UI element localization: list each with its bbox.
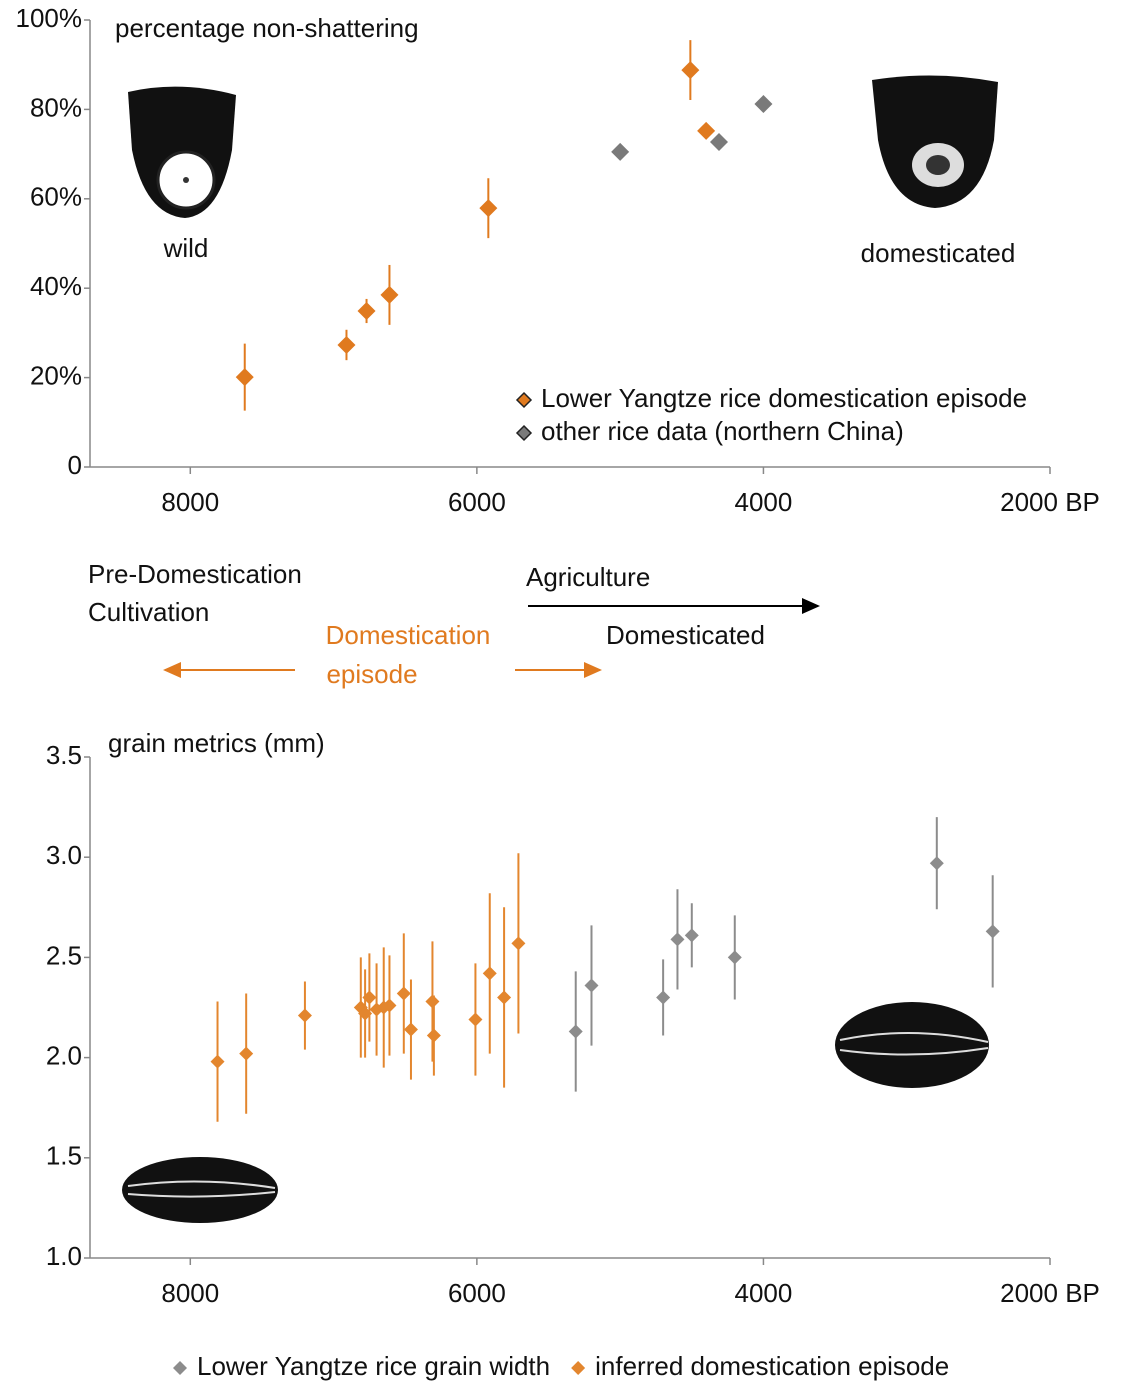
legend-label: Lower Yangtze rice domestication episode [541, 383, 1027, 413]
data-point [754, 95, 773, 114]
domesticated-seed-image [872, 75, 998, 208]
legend-label: other rice data (northern China) [541, 416, 904, 446]
y-axis-label: grain metrics (mm) [108, 728, 325, 758]
data-point [584, 978, 599, 993]
timeline-label: Domesticated [606, 620, 765, 650]
data-point [362, 990, 377, 1005]
data-point [337, 335, 356, 354]
data-point [697, 121, 716, 140]
data-point [681, 61, 700, 80]
x-tick-label: 6000 [448, 487, 506, 517]
data-point [235, 368, 254, 387]
annotation: wild [163, 233, 209, 263]
data-point [656, 990, 671, 1005]
x-tick-label: 6000 [448, 1278, 506, 1308]
y-tick-label: 1.5 [46, 1141, 82, 1171]
data-point [382, 998, 397, 1013]
data-point [684, 928, 699, 943]
data-point [426, 1028, 441, 1043]
wild-grain-image [122, 1157, 278, 1223]
x-tick-label: 2000 BP [1000, 1278, 1100, 1308]
data-point [468, 1012, 483, 1027]
legend-marker [515, 391, 533, 409]
data-point [568, 1024, 583, 1039]
data-point [710, 133, 729, 152]
domesticated-grain-image [835, 1002, 989, 1088]
timeline-label: Cultivation [88, 597, 209, 627]
data-point [380, 285, 399, 304]
data-point [727, 950, 742, 965]
y-tick-label: 1.0 [46, 1241, 82, 1271]
data-point [611, 142, 630, 161]
data-point [210, 1054, 225, 1069]
y-tick-label: 20% [30, 360, 82, 390]
y-tick-label: 0 [68, 450, 82, 480]
data-point [396, 986, 411, 1001]
y-tick-label: 3.5 [46, 740, 82, 770]
timeline-label: episode [326, 659, 417, 689]
data-point [511, 936, 526, 951]
legend-marker [173, 1361, 187, 1375]
timeline-label: Agriculture [526, 562, 650, 592]
data-point [670, 932, 685, 947]
data-point [929, 856, 944, 871]
y-tick-label: 80% [30, 92, 82, 122]
legend-label: Lower Yangtze rice grain width [197, 1351, 550, 1381]
x-tick-label: 4000 [735, 487, 793, 517]
data-point [425, 994, 440, 1009]
data-point [239, 1046, 254, 1061]
y-axis-label: percentage non-shattering [115, 13, 419, 43]
y-tick-label: 40% [30, 271, 82, 301]
x-tick-label: 8000 [161, 487, 219, 517]
y-tick-label: 2.5 [46, 940, 82, 970]
annotation: domesticated [861, 238, 1016, 268]
data-point [985, 924, 1000, 939]
data-point [479, 199, 498, 218]
data-point [357, 301, 376, 320]
y-tick-label: 3.0 [46, 840, 82, 870]
x-tick-label: 8000 [161, 1278, 219, 1308]
data-point [403, 1022, 418, 1037]
timeline-label: Domestication [326, 620, 491, 650]
y-tick-label: 2.0 [46, 1040, 82, 1070]
legend-marker [571, 1361, 586, 1375]
x-tick-label: 4000 [735, 1278, 793, 1308]
data-point [297, 1008, 312, 1023]
legend-label: inferred domestication episode [595, 1351, 949, 1381]
wild-seed-image [128, 86, 236, 219]
x-tick-label: 2000 BP [1000, 487, 1100, 517]
data-point [482, 966, 497, 981]
y-tick-label: 60% [30, 182, 82, 212]
data-point [497, 990, 512, 1005]
timeline-label: Pre-Domestication [88, 559, 302, 589]
legend-marker [515, 424, 533, 442]
y-tick-label: 100% [16, 3, 83, 33]
